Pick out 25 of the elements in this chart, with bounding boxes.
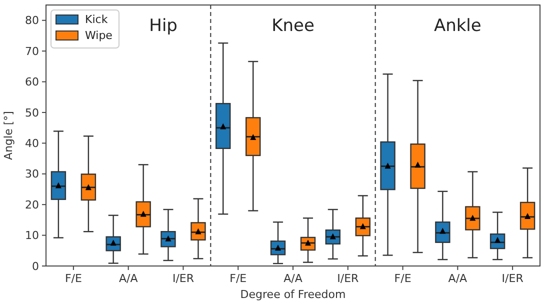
x-tick-label: F/E — [394, 272, 412, 285]
y-axis-title: Angle [°] — [2, 111, 15, 160]
x-tick-label: I/ER — [337, 272, 360, 285]
y-tick-label: 10 — [25, 229, 39, 242]
x-tick-label: A/A — [448, 272, 468, 285]
x-tick-label: A/A — [118, 272, 138, 285]
x-axis-title: Degree of Freedom — [240, 288, 346, 301]
y-tick-label: 30 — [25, 168, 39, 181]
annotation: Hip — [149, 16, 178, 36]
x-tick-label: F/E — [64, 272, 82, 285]
y-tick-label: 0 — [32, 260, 39, 273]
y-tick-label: 70 — [25, 44, 39, 58]
y-tick-label: 40 — [25, 137, 39, 150]
x-tick-label: F/E — [230, 272, 247, 285]
y-tick-label: 80 — [25, 14, 39, 28]
x-tick-label: I/ER — [172, 272, 194, 285]
legend-label: Kick — [85, 13, 108, 26]
legend-label: Wipe — [85, 29, 113, 42]
y-tick-label: 60 — [25, 76, 39, 89]
annotation: Knee — [272, 16, 314, 36]
y-tick-label: 20 — [25, 198, 39, 212]
x-tick-label: I/ER — [502, 272, 524, 285]
y-tick-label: 50 — [25, 106, 39, 120]
annotation: Ankle — [434, 16, 482, 36]
x-tick-label: A/A — [284, 272, 303, 285]
